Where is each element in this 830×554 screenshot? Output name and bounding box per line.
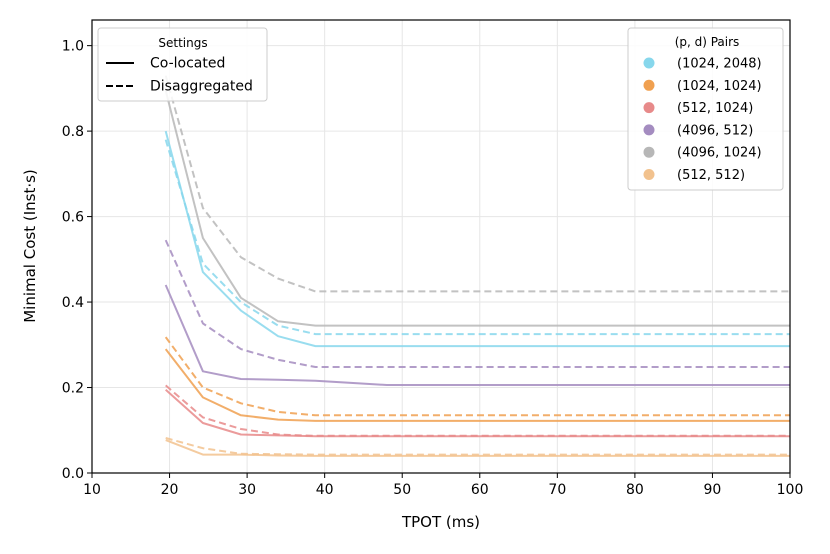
y-tick-label: 0.4 [62, 295, 84, 311]
series-line-1024-2048-disaggregated [164, 139, 790, 336]
x-tick-label: 10 [83, 482, 101, 498]
legend-pair-label: (1024, 1024) [677, 79, 762, 94]
legend-settings-title: Settings [158, 36, 207, 50]
x-tick-label: 50 [393, 482, 411, 498]
series-lines [164, 75, 790, 457]
series-line-1024-1024-colocated [164, 348, 790, 422]
legend-pairs: (p, d) Pairs (1024, 2048) (1024, 1024) (51… [627, 27, 784, 191]
legend-pair-label: (1024, 2048) [677, 57, 762, 72]
x-axis-label: TPOT (ms) [401, 513, 480, 531]
series-line-1024-1024-disaggregated [164, 336, 790, 417]
legend-pair-marker [643, 102, 655, 114]
x-tick-label: 70 [548, 482, 566, 498]
legend-pair-label: (512, 512) [677, 168, 745, 183]
x-tick-label: 80 [626, 482, 644, 498]
x-tick-label: 90 [704, 482, 722, 498]
series-line-4096-512-colocated [164, 284, 790, 386]
y-tick-label: 0.2 [62, 381, 84, 397]
series-line-512-512-disaggregated [165, 437, 790, 456]
x-tick-label: 40 [316, 482, 334, 498]
legend-pair-label: (512, 1024) [677, 101, 753, 116]
legend-pair-label: (4096, 1024) [677, 146, 762, 161]
legend-pairs-title: (p, d) Pairs [675, 35, 740, 49]
legend-pair-marker [643, 79, 655, 91]
x-tick-label: 30 [238, 482, 256, 498]
legend-pair-marker [643, 146, 655, 158]
y-tick-label: 0.8 [62, 124, 84, 140]
y-tick-label: 0.6 [62, 210, 84, 226]
legend-pair-marker [643, 169, 655, 180]
legend-pairs-box [627, 27, 784, 191]
series-line-512-1024-disaggregated [165, 384, 790, 437]
x-tick-label: 20 [161, 482, 179, 498]
x-axis-ticks: 10 20 30 40 50 60 70 80 90 100 [83, 473, 803, 498]
legend-pair-label: (4096, 512) [677, 123, 753, 138]
legend-disaggregated-label: Disaggregated [150, 79, 253, 95]
x-tick-label: 100 [777, 482, 804, 498]
y-tick-label: 1.0 [62, 39, 84, 55]
series-line-512-512-colocated [165, 439, 790, 457]
series-line-4096-512-disaggregated [164, 239, 790, 368]
legend-pair-marker [643, 57, 655, 69]
plot-frame [91, 19, 791, 474]
legend-co-located-label: Co-located [150, 56, 225, 72]
legend-settings-box [97, 27, 268, 102]
y-axis-ticks: 0.0 0.2 0.4 0.6 0.8 1.0 [62, 39, 92, 482]
series-line-512-1024-colocated [165, 388, 790, 438]
legend-pair-marker [643, 124, 655, 136]
series-line-4096-1024-colocated [164, 90, 790, 327]
x-tick-label: 60 [471, 482, 489, 498]
legend-pairs-entries: (1024, 2048) (1024, 1024) (512, 1024) (4096… [643, 57, 762, 183]
series-line-4096-1024-disaggregated [164, 75, 790, 293]
y-tick-label: 0.0 [62, 466, 84, 482]
series-line-1024-2048-colocated [164, 130, 790, 348]
y-axis-label: Minimal Cost (Inst·s) [21, 169, 39, 323]
legend-settings: Settings Co-located Disaggregated [97, 27, 268, 102]
